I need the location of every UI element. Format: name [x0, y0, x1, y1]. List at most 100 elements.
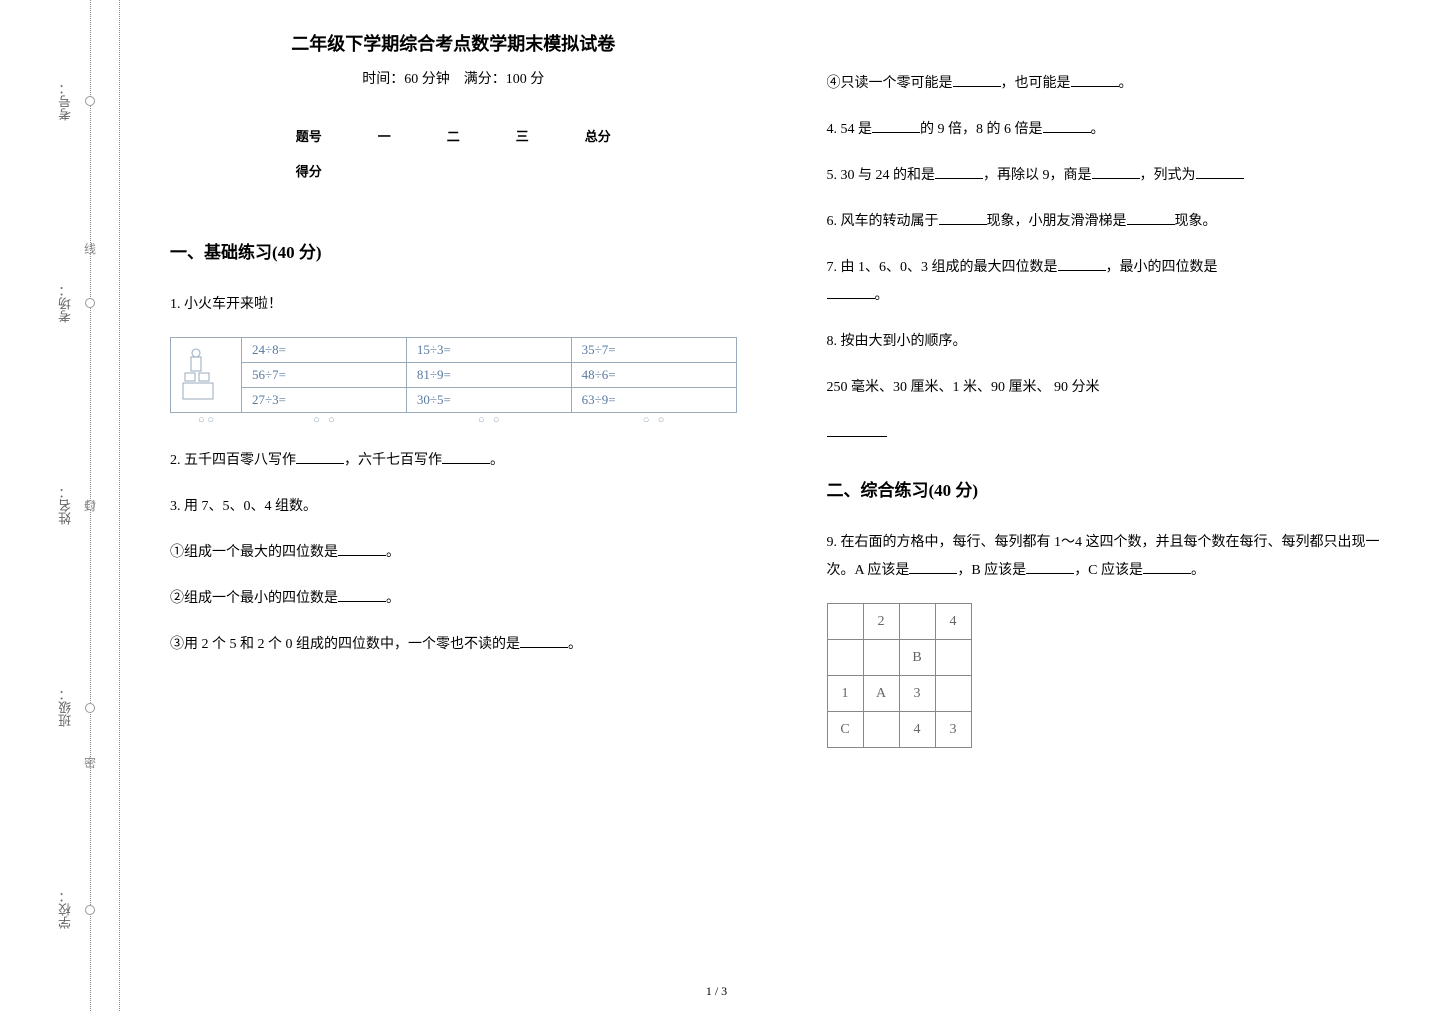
grid-cell: 3 [899, 676, 935, 712]
score-cell [350, 153, 419, 188]
score-cell [488, 153, 557, 188]
left-column: 二年级下学期综合考点数学期末模拟试卷 时间：60 分钟 满分：100 分 题号 … [120, 0, 777, 1011]
q8-values: 250 毫米、30 厘米、1 米、90 厘米、 90 分米 [827, 380, 1100, 395]
train-table: 24÷8= 15÷3= 35÷7= 56÷7= 81÷9= 48÷6= 27÷3… [170, 337, 737, 427]
blank [939, 211, 987, 225]
q8-label: 8. 按由大到小的顺序。 [827, 334, 967, 349]
train-wheels: ○ ○ [171, 413, 242, 427]
q3-item-num: ④ [827, 76, 841, 91]
question-3-item-2: ②组成一个最小的四位数是 。 [170, 585, 737, 613]
q4-p2: 的 9 倍，8 的 6 倍是 [920, 122, 1043, 137]
grid-cell: 3 [935, 712, 971, 748]
blank [953, 73, 1001, 87]
q3-item-suffix: 。 [1119, 76, 1133, 91]
blank [1196, 165, 1244, 179]
exam-subtitle: 时间：60 分钟 满分：100 分 [170, 68, 737, 88]
question-2: 2. 五千四百零八写作，六千七百写作。 [170, 447, 737, 475]
blank [1143, 560, 1191, 574]
question-8: 8. 按由大到小的顺序。 [827, 328, 1394, 356]
grid-cell: B [899, 640, 935, 676]
q3-item-num: ③ [170, 637, 184, 652]
q3-item-text: 用 2 个 5 和 2 个 0 组成的四位数中，一个零也不读的是 [184, 637, 520, 652]
score-cell [557, 153, 639, 188]
page-number: 1 / 3 [706, 984, 727, 999]
q6-p3: 现象。 [1175, 214, 1217, 229]
exam-fullmark: 满分：100 分 [464, 72, 545, 87]
q7-p1: 7. 由 1、6、0、3 组成的最大四位数是 [827, 260, 1058, 275]
question-4: 4. 54 是的 9 倍，8 的 6 倍是。 [827, 116, 1394, 144]
train-cell: 81÷9= [406, 363, 571, 388]
blank [1026, 560, 1074, 574]
grid-cell [863, 640, 899, 676]
binding-column: 考号： 考场： 姓名： 班级： 学校： 线 封 密 [0, 0, 120, 1011]
train-cell: 27÷3= [242, 388, 407, 413]
q4-p3: 。 [1091, 122, 1105, 137]
grid-cell [827, 640, 863, 676]
page: 考号： 考场： 姓名： 班级： 学校： 线 封 密 二年级下学期综合考点数学期末… [0, 0, 1433, 1011]
right-column: ④只读一个零可能是，也可能是。 4. 54 是的 9 倍，8 的 6 倍是。 5… [777, 0, 1433, 1011]
section-2-title: 二、综合练习(40 分) [827, 476, 1394, 501]
question-5: 5. 30 与 24 的和是 ，再除以 9，商是 ，列式为 [827, 162, 1394, 190]
q5-p3: ，列式为 [1140, 168, 1196, 183]
binding-char: 封 [84, 497, 96, 514]
blank [872, 119, 920, 133]
q3-item-suffix: 。 [386, 591, 400, 606]
question-1: 1. 小火车开来啦！ [170, 291, 737, 319]
blank [442, 450, 490, 464]
exam-time: 时间：60 分钟 [362, 72, 450, 87]
train-cell: 48÷6= [571, 363, 736, 388]
train-wheels: ○ ○ [571, 413, 736, 427]
locomotive-icon [181, 345, 231, 405]
score-row-label: 得分 [268, 153, 350, 188]
train-diagram: 24÷8= 15÷3= 35÷7= 56÷7= 81÷9= 48÷6= 27÷3… [170, 337, 737, 427]
score-header: 三 [488, 118, 557, 153]
blank [935, 165, 983, 179]
blank [909, 560, 957, 574]
blank [338, 588, 386, 602]
grid-cell: 2 [863, 604, 899, 640]
q3-item-num: ② [170, 591, 184, 606]
q3-item-suffix: 。 [386, 545, 400, 560]
question-3-item-1: ①组成一个最大的四位数是 。 [170, 539, 737, 567]
grid-cell: A [863, 676, 899, 712]
q3-item-text: 组成一个最小的四位数是 [184, 591, 338, 606]
q9-p3: ，C 应该是 [1074, 563, 1143, 578]
blank [1058, 257, 1106, 271]
q3-item-text: 组成一个最大的四位数是 [184, 545, 338, 560]
train-cell: 30÷5= [406, 388, 571, 413]
question-9: 9. 在右面的方格中，每行、每列都有 1～4 这四个数，并且每个数在每行、每列都… [827, 529, 1394, 585]
q1-label: 1. 小火车开来啦！ [170, 297, 282, 312]
score-table: 题号 一 二 三 总分 得分 [268, 118, 639, 188]
q5-p1: 5. 30 与 24 的和是 [827, 168, 936, 183]
q3-item-num: ① [170, 545, 184, 560]
question-3: 3. 用 7、5、0、4 组数。 [170, 493, 737, 521]
score-header: 一 [350, 118, 419, 153]
train-cell: 56÷7= [242, 363, 407, 388]
question-3-item-4: ④只读一个零可能是，也可能是。 [827, 70, 1394, 98]
score-cell [419, 153, 488, 188]
q6-p2: 现象，小朋友滑滑梯是 [987, 214, 1127, 229]
train-cell: 63÷9= [571, 388, 736, 413]
blank [1071, 73, 1119, 87]
q9-grid: 2 4 B 1 A 3 C [827, 603, 972, 748]
section-1-title: 一、基础练习(40 分) [170, 238, 737, 263]
content-area: 二年级下学期综合考点数学期末模拟试卷 时间：60 分钟 满分：100 分 题号 … [120, 0, 1433, 1011]
q5-p2: ，再除以 9，商是 [983, 168, 1092, 183]
q2-prefix: 2. 五千四百零八写作 [170, 453, 296, 468]
q3-item-suffix: 。 [568, 637, 582, 652]
binding-label: 学校： [56, 890, 75, 929]
binding-label: 考场： [56, 284, 75, 323]
blank [338, 542, 386, 556]
blank [827, 423, 887, 437]
grid-cell: 1 [827, 676, 863, 712]
q3-label: 3. 用 7、5、0、4 组数。 [170, 499, 317, 514]
binding-seal-chars: 线 封 密 [84, 0, 96, 1011]
score-header: 题号 [268, 118, 350, 153]
binding-labels: 考号： 考场： 姓名： 班级： 学校： [55, 0, 75, 1011]
question-3-item-3: ③用 2 个 5 和 2 个 0 组成的四位数中，一个零也不读的是 。 [170, 631, 737, 659]
binding-label: 姓名： [56, 486, 75, 525]
train-cell: 35÷7= [571, 338, 736, 363]
train-cell: 15÷3= [406, 338, 571, 363]
exam-title: 二年级下学期综合考点数学期末模拟试卷 [170, 30, 737, 56]
blank [1043, 119, 1091, 133]
